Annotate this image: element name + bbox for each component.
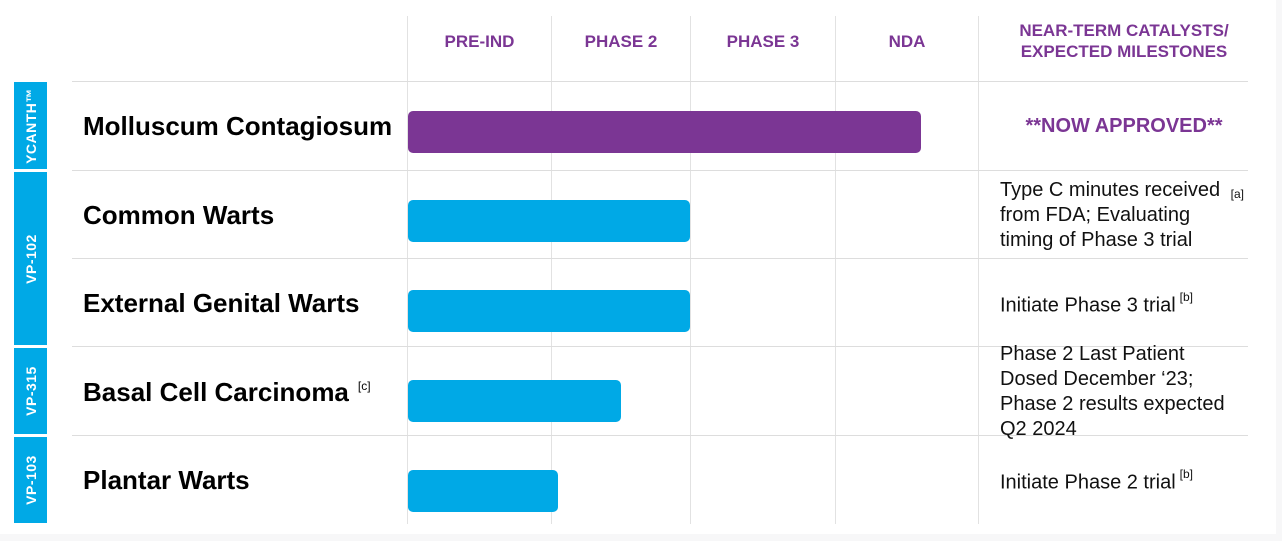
progress-bar-basal-cell-carcinoma	[408, 380, 621, 422]
indication-name: Molluscum Contagiosum	[83, 110, 393, 141]
grid-line	[690, 16, 691, 524]
indication-name: External Genital Warts	[83, 287, 360, 318]
milestone-text: Phase 2 Last Patient Dosed December ‘23;…	[1000, 343, 1248, 440]
product-label-text: YCANTH™	[22, 87, 39, 164]
row-divider	[72, 258, 1248, 259]
product-label-text: VP-103	[22, 455, 39, 505]
indication-label: Basal Cell Carcinoma [c]	[83, 348, 371, 436]
milestone-footnote: [a]	[1230, 186, 1244, 201]
catalysts-header-line-2: EXPECTED MILESTONES	[1020, 42, 1228, 61]
indication-name: Common Warts	[83, 199, 275, 230]
indication-name: Plantar Warts	[83, 464, 250, 495]
product-label-vp-102: VP-102	[14, 172, 47, 345]
catalysts-header: NEAR-TERM CATALYSTS/ EXPECTED MILESTONES	[979, 0, 1269, 82]
grid-line	[978, 16, 979, 524]
indication-label: Plantar Warts	[83, 436, 250, 524]
product-label-text: VP-102	[22, 233, 39, 284]
milestone-footnote: [b]	[1179, 466, 1193, 481]
milestone-description: Type C minutes received from FDA; Evalua…	[1000, 178, 1221, 251]
row-divider	[72, 170, 1248, 171]
progress-bar-molluscum	[408, 111, 921, 153]
row-divider	[72, 435, 1248, 436]
product-label-vp-315: VP-315	[14, 348, 47, 434]
phase-header-phase-2: PHASE 2	[584, 31, 658, 51]
catalysts-header-line-1: NEAR-TERM CATALYSTS/	[1019, 21, 1229, 40]
indication-name: Basal Cell Carcinoma	[83, 376, 349, 407]
milestone-footnote: [b]	[1179, 289, 1193, 304]
indication-footnote: [c]	[357, 379, 371, 393]
progress-bar-plantar-warts	[408, 470, 558, 512]
indication-label: External Genital Warts	[83, 259, 359, 347]
milestone-text: Type C minutes received from FDA; Evalua…	[1000, 171, 1248, 259]
grid-line	[835, 16, 836, 524]
milestone-text: Initiate Phase 3 trial [b]	[1000, 259, 1248, 347]
progress-bar-common-warts	[408, 200, 690, 242]
grid-line	[407, 16, 408, 524]
product-label-vp-103: VP-103	[14, 437, 47, 523]
row-divider	[72, 346, 1248, 347]
approved-status: **NOW APPROVED**	[1025, 114, 1223, 137]
phase-header-phase-3: PHASE 3	[726, 31, 800, 51]
milestone-description: Initiate Phase 2 trial	[1000, 471, 1176, 494]
grid-line	[551, 16, 552, 524]
milestone-description: Phase 2 Last Patient Dosed December ‘23;…	[1000, 343, 1225, 440]
row-divider	[72, 81, 1248, 82]
indication-label: Common Warts	[83, 171, 274, 259]
progress-bar-external-genital-warts	[408, 290, 690, 332]
milestone-text: Initiate Phase 2 trial [b]	[1000, 436, 1248, 524]
product-label-text: VP-315	[22, 366, 39, 416]
product-label-ycanth: YCANTH™	[14, 82, 47, 169]
indication-label: Molluscum Contagiosum	[83, 82, 392, 170]
phase-header-nda: NDA	[888, 31, 926, 51]
milestone-description: Initiate Phase 3 trial	[1000, 294, 1176, 317]
phase-header-pre-ind: PRE-IND	[444, 31, 515, 51]
